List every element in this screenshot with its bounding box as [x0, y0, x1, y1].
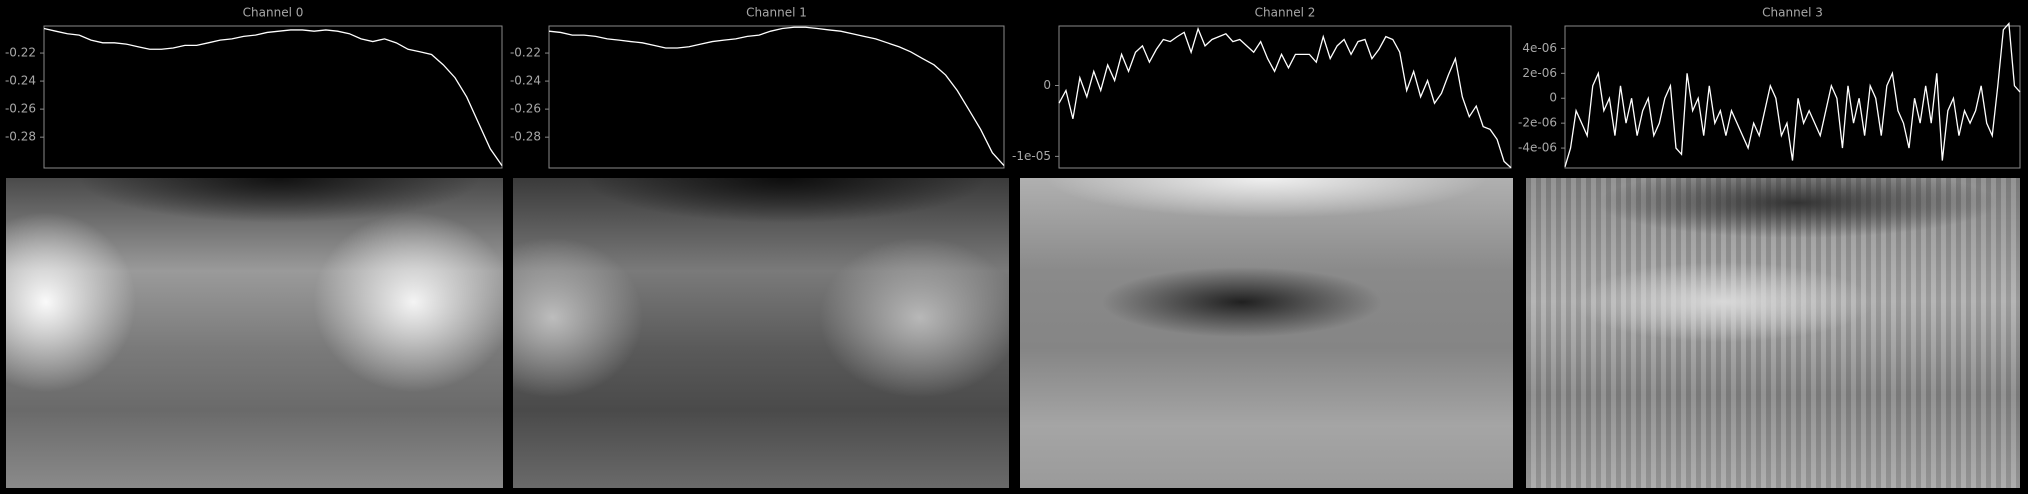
y-tick-label: 0	[1043, 78, 1051, 92]
feature-map	[6, 178, 503, 488]
y-tick-label: 0	[1549, 91, 1557, 105]
data-line	[548, 26, 1005, 167]
chart-title: Channel 1	[746, 6, 807, 20]
y-tick-label: -0.26	[510, 102, 541, 116]
plot-frame	[548, 25, 1005, 169]
y-tick-label: -4e-06	[1518, 141, 1557, 155]
y-tick-label: -0.24	[5, 74, 36, 88]
y-tick-label: 2e-06	[1522, 66, 1557, 80]
data-line	[1058, 26, 1512, 169]
data-line	[43, 27, 503, 166]
chart-title: Channel 3	[1762, 6, 1823, 20]
y-tick-label: -0.24	[510, 74, 541, 88]
chart-title: Channel 0	[243, 6, 304, 20]
y-tick-label: -0.26	[5, 102, 36, 116]
feature-map	[1020, 178, 1513, 488]
plot-frame	[1564, 25, 2021, 169]
y-tick-label: -1e-05	[1012, 149, 1051, 163]
plot-frame	[43, 25, 503, 169]
plot-frame	[1058, 25, 1512, 169]
chart-title: Channel 2	[1255, 6, 1316, 20]
y-tick-label: -0.22	[5, 46, 36, 60]
feature-map	[513, 178, 1009, 488]
y-tick-label: -0.28	[5, 130, 36, 144]
y-tick-label: 4e-06	[1522, 41, 1557, 55]
y-tick-label: -0.28	[510, 130, 541, 144]
y-tick-label: -2e-06	[1518, 116, 1557, 130]
data-line	[1564, 21, 2021, 167]
y-tick-label: -0.22	[510, 46, 541, 60]
feature-map	[1526, 178, 2020, 488]
